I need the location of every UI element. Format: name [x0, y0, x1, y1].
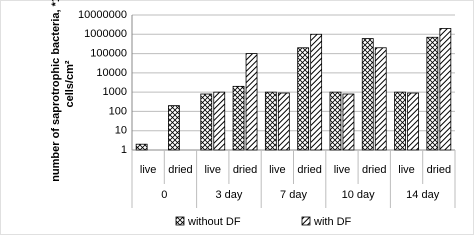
- bar: [407, 92, 419, 151]
- x-tick-label: live: [269, 164, 286, 176]
- bar: [342, 93, 355, 151]
- x-tick-label: live: [204, 164, 221, 176]
- y-tick-label: 100: [109, 105, 127, 117]
- bar: [374, 47, 387, 151]
- x-tick-label: dried: [427, 164, 451, 176]
- x-tick-label: dried: [168, 164, 192, 176]
- x-tick-label: dried: [297, 164, 321, 176]
- x-tick-label: dried: [362, 164, 386, 176]
- bar: [310, 33, 323, 151]
- y-tick-label: 1000: [103, 86, 127, 98]
- group-label: 0: [161, 189, 167, 201]
- x-tick-label: dried: [233, 164, 257, 176]
- legend-label: with DF: [313, 216, 352, 228]
- y-axis-title: number of saprotrophic bacteria, *10³: [50, 0, 62, 182]
- y-tick-label: 10000: [96, 67, 127, 79]
- bar: [329, 91, 342, 151]
- bar: [277, 92, 290, 151]
- y-tick-label: 10000000: [78, 9, 127, 21]
- bar: [439, 28, 452, 151]
- legend-swatch: [175, 216, 185, 226]
- legend-swatch: [301, 216, 311, 226]
- y-tick-label: 10: [115, 125, 127, 137]
- y-axis-title: cells/cm²: [64, 60, 76, 107]
- bar: [297, 47, 310, 151]
- y-tick-label: 100000: [90, 47, 127, 59]
- bar: [394, 91, 406, 151]
- y-tick-label: 1: [121, 144, 127, 156]
- x-tick-label: live: [140, 164, 157, 176]
- bar: [168, 105, 180, 151]
- bar: [426, 36, 439, 151]
- bar: [135, 143, 148, 151]
- group-label: 10 day: [342, 189, 376, 201]
- group-label: 3 day: [215, 189, 242, 201]
- bar: [361, 38, 374, 151]
- x-tick-label: live: [398, 164, 415, 176]
- bar: [213, 91, 226, 151]
- bar: [200, 93, 213, 151]
- legend-label: without DF: [187, 216, 241, 228]
- y-tick-label: 1000000: [84, 28, 127, 40]
- x-tick-label: live: [334, 164, 351, 176]
- chart: number of saprotrophic bacteria, *10³ ce…: [0, 0, 474, 235]
- group-label: 14 day: [406, 189, 440, 201]
- bar: [245, 53, 258, 151]
- group-label: 7 day: [280, 189, 307, 201]
- bar: [264, 91, 277, 151]
- bar: [232, 85, 245, 151]
